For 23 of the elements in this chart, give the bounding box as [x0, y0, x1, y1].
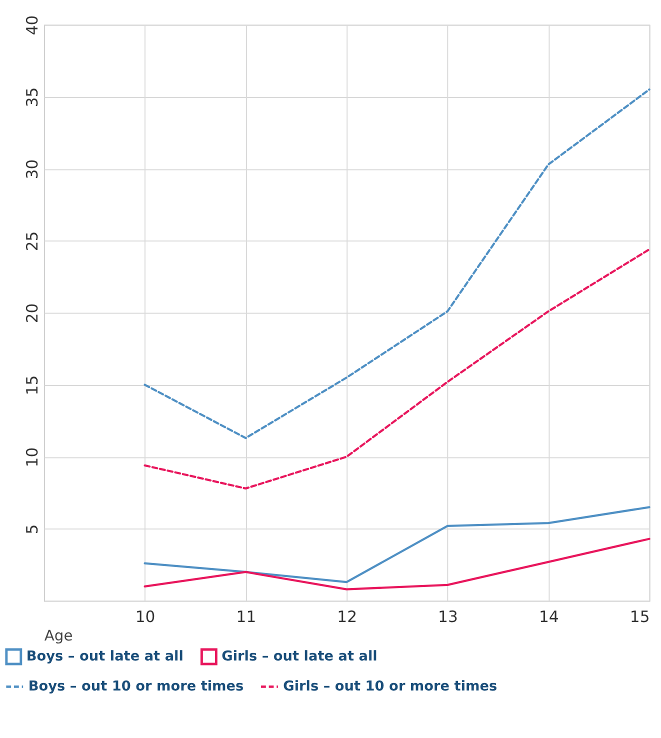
x-tick-label: 15 — [630, 608, 650, 626]
y-tick-label: 5 — [24, 524, 42, 534]
y-tick-label: 15 — [24, 375, 42, 396]
legend-label: Girls – out late at all — [222, 648, 378, 665]
x-axis-title: Age — [44, 627, 73, 644]
y-tick-label: 35 — [24, 87, 42, 108]
x-tick-label: 13 — [438, 608, 458, 626]
line-series — [144, 88, 650, 440]
y-tick-label: 10 — [24, 447, 42, 468]
x-tick-label: 12 — [337, 608, 358, 626]
legend-label: Boys – out late at all — [26, 648, 184, 665]
x-tick-label: 11 — [236, 608, 256, 626]
x-tick-label: 10 — [135, 608, 156, 626]
x-tick-label: 14 — [538, 608, 559, 626]
y-tick-label: 40 — [24, 15, 42, 36]
legend-label: Girls – out 10 or more times — [283, 678, 498, 695]
line-series — [144, 248, 650, 490]
y-tick-label: 30 — [24, 159, 42, 180]
legend-label: Boys – out 10 or more times — [28, 678, 244, 695]
y-tick-label: 25 — [24, 231, 42, 252]
y-tick-label: 20 — [24, 303, 42, 324]
line-series — [144, 506, 650, 584]
line-series — [144, 538, 650, 590]
